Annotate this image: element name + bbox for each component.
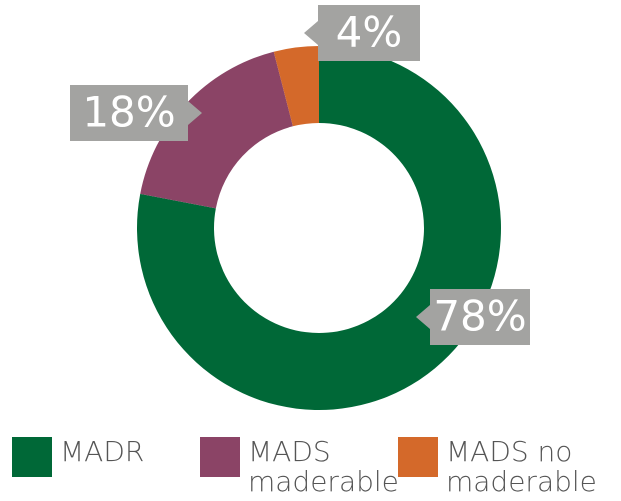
legend-item: MADR [12, 437, 180, 477]
legend-label: MADR [60, 435, 145, 468]
callout-box [416, 289, 530, 345]
chart: 78% 18% 4% [70, 5, 530, 411]
donut-slice [140, 51, 293, 209]
legend-item: MADS maderable [200, 437, 418, 497]
value-label: 78% [433, 292, 526, 341]
callout-box [304, 5, 420, 61]
donut-slice [273, 46, 319, 127]
legend-label: MADS maderable [248, 435, 399, 498]
callout-box [70, 85, 202, 141]
value-label: 18% [82, 88, 175, 137]
value-label: 4% [336, 8, 403, 57]
legend-label: MADS no maderable [446, 435, 597, 498]
legend-item: MADS no maderable [398, 437, 616, 497]
donut-slice [136, 46, 501, 411]
legend-swatch [398, 437, 438, 477]
legend-swatch [200, 437, 240, 477]
legend-swatch [12, 437, 52, 477]
